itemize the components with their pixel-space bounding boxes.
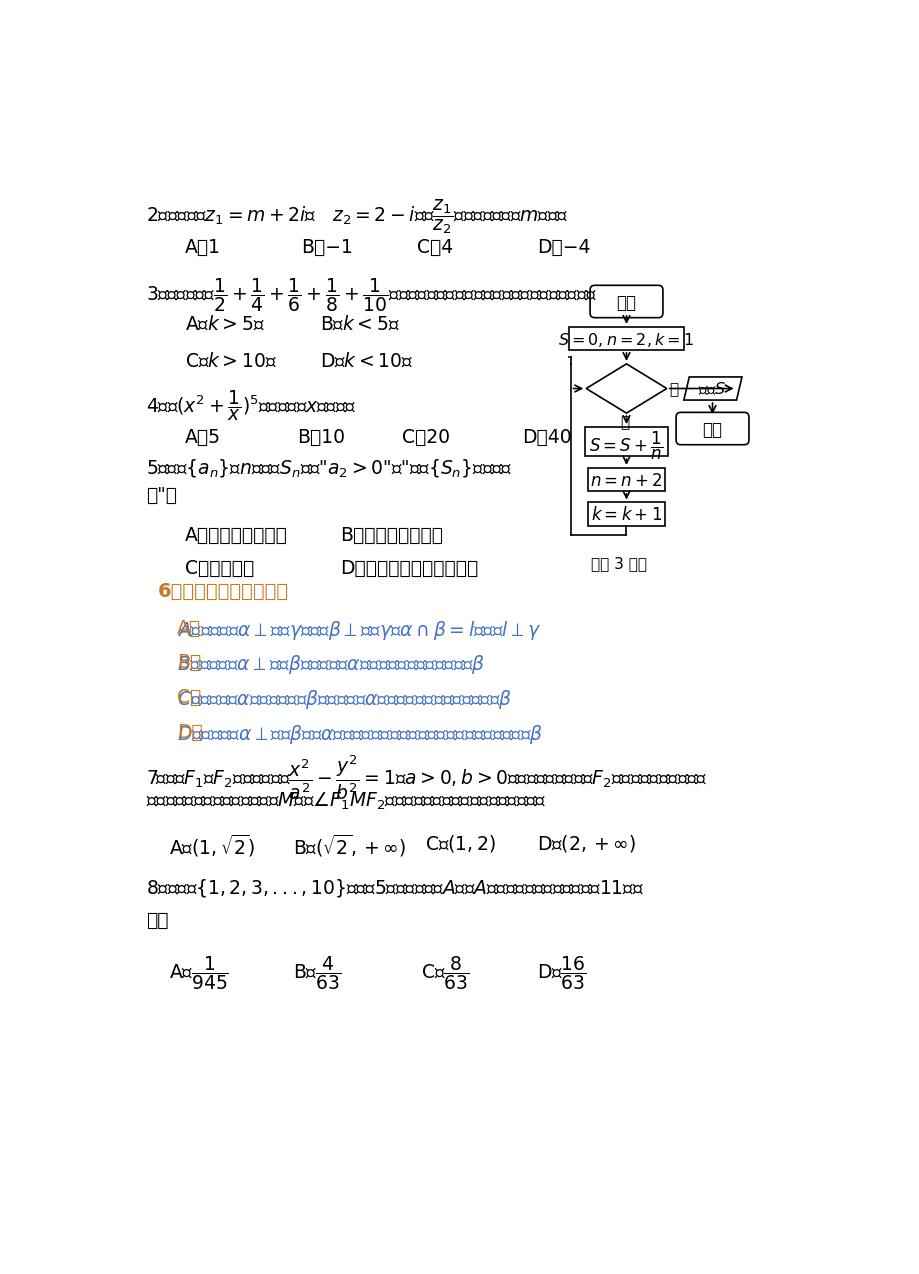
Text: C．$k>10$？: C．$k>10$？ <box>185 352 277 371</box>
Text: 是: 是 <box>668 382 677 397</box>
Text: 开始: 开始 <box>616 294 636 312</box>
Text: B．−1: B．−1 <box>301 237 353 256</box>
Text: B．10: B．10 <box>297 428 345 447</box>
Text: C．如果平面$\alpha$不垂直于平面$\beta$，那么平面$\alpha$内一定不存在直线垂直于平面$\beta$: C．如果平面$\alpha$不垂直于平面$\beta$，那么平面$\alpha$… <box>176 688 512 711</box>
FancyBboxPatch shape <box>589 285 663 317</box>
Bar <box>587 502 664 526</box>
Bar <box>587 468 664 490</box>
Text: D．$\dfrac{16}{63}$: D．$\dfrac{16}{63}$ <box>537 954 586 991</box>
Polygon shape <box>585 364 666 413</box>
Text: B．$\dfrac{4}{63}$: B．$\dfrac{4}{63}$ <box>293 954 341 991</box>
Text: 5．数列$\{a_n\}$前$n$项和为$S_n$，则"$a_2>0$"是"数列$\{S_n\}$为递增数: 5．数列$\{a_n\}$前$n$项和为$S_n$，则"$a_2>0$"是"数列… <box>146 457 512 479</box>
Text: C．$\dfrac{8}{63}$: C．$\dfrac{8}{63}$ <box>421 954 469 991</box>
Text: 列"的: 列"的 <box>146 487 176 506</box>
Text: $n = n + 2$: $n = n + 2$ <box>589 471 663 489</box>
Text: A．$(1,\sqrt{2})$: A．$(1,\sqrt{2})$ <box>169 833 255 859</box>
Text: B．$(\sqrt{2},+\infty)$: B．$(\sqrt{2},+\infty)$ <box>293 833 406 859</box>
Text: A．$\dfrac{1}{945}$: A．$\dfrac{1}{945}$ <box>169 954 229 991</box>
Text: A．充分不必要条件: A．充分不必要条件 <box>185 526 288 545</box>
Text: B．如果平面$\alpha\perp$平面$\beta$，那么平面$\alpha$内一定存在直线平行于平面$\beta$: B．如果平面$\alpha\perp$平面$\beta$，那么平面$\alpha… <box>176 654 484 676</box>
Text: 8．从集合$\{1,2,3,...,10\}$中任取5个数组成集合$A$，则$A$中任意两个元素之和不等于11的概: 8．从集合$\{1,2,3,...,10\}$中任取5个数组成集合$A$，则$A… <box>146 877 643 898</box>
Text: D．如果平面$\alpha\perp$平面$\beta$，过$\alpha$内任意一点作交线的垂线，那么此垂线必垂直于$\beta$: D．如果平面$\alpha\perp$平面$\beta$，过$\alpha$内任… <box>176 722 542 745</box>
Text: D．$(2,+\infty)$: D．$(2,+\infty)$ <box>537 833 636 854</box>
Text: C．20: C．20 <box>402 428 449 447</box>
Text: D．$k<10$？: D．$k<10$？ <box>320 352 414 371</box>
Text: C．$(1,2)$: C．$(1,2)$ <box>425 833 495 854</box>
Text: B．: B． <box>176 654 201 673</box>
Text: 平行的直线交另一条渐近线于点$M$，若$\angle F_1MF_2$为锐角，则双曲线离心率的取值范围是: 平行的直线交另一条渐近线于点$M$，若$\angle F_1MF_2$为锐角，则… <box>146 790 546 812</box>
Text: 6．下列命题中错误的是: 6．下列命题中错误的是 <box>157 582 289 601</box>
Bar <box>569 327 683 350</box>
Text: A．$k>5$？: A．$k>5$？ <box>185 315 264 334</box>
Text: $k = k + 1$: $k = k + 1$ <box>590 506 662 525</box>
Text: D．: D． <box>176 722 202 741</box>
Text: $S = S + \dfrac{1}{n}$: $S = S + \dfrac{1}{n}$ <box>588 431 663 462</box>
Text: A．1: A．1 <box>185 237 221 256</box>
Text: $S = 0, n = 2, k = 1$: $S = 0, n = 2, k = 1$ <box>558 331 694 349</box>
Text: 2．已知复数$z_1 = m + 2i$，   $z_2 = 2 - i$，若$\dfrac{z_1}{z_2}$为实数，则实数$m$的值为: 2．已知复数$z_1 = m + 2i$， $z_2 = 2 - i$，若$\d… <box>146 197 568 236</box>
FancyBboxPatch shape <box>675 413 748 445</box>
Bar <box>584 427 667 456</box>
Polygon shape <box>683 377 741 400</box>
Text: C．充要条件: C．充要条件 <box>185 559 254 577</box>
Text: C．: C． <box>176 688 201 707</box>
Text: C．4: C．4 <box>417 237 453 256</box>
Text: B．必要不充分条件: B．必要不充分条件 <box>339 526 442 545</box>
Text: 7．已知$F_1$，$F_2$分别是双曲线$\dfrac{x^2}{a^2}-\dfrac{y^2}{b^2}=1$（$a>0,b>0$）的左、右焦点，过$F_: 7．已知$F_1$，$F_2$分别是双曲线$\dfrac{x^2}{a^2}-\… <box>146 753 707 803</box>
Text: A．: A． <box>176 619 201 638</box>
Text: 结束: 结束 <box>702 420 721 438</box>
Text: D．−4: D．−4 <box>537 237 590 256</box>
Text: 率为: 率为 <box>146 911 168 930</box>
Text: 3．右图是计算$\dfrac{1}{2}+\dfrac{1}{4}+\dfrac{1}{6}+\dfrac{1}{8}+\dfrac{1}{10}$值的一个程序: 3．右图是计算$\dfrac{1}{2}+\dfrac{1}{4}+\dfrac… <box>146 276 596 313</box>
Text: D．40: D．40 <box>521 428 571 447</box>
Text: A．如果平面$\alpha\perp$平面$\gamma$，平面$\beta\perp$平面$\gamma$，$\alpha\cap\beta=l$，那么$l\: A．如果平面$\alpha\perp$平面$\gamma$，平面$\beta\p… <box>176 619 540 642</box>
Text: A．5: A．5 <box>185 428 221 447</box>
Text: 否: 否 <box>619 414 629 429</box>
Text: B．$k<5$？: B．$k<5$？ <box>320 315 400 334</box>
Text: 输出$S$: 输出$S$ <box>698 381 726 397</box>
Text: （第 3 题）: （第 3 题） <box>590 557 646 571</box>
Text: 4．在$(x^2 + \dfrac{1}{x})^5$的展开式中$x$的系数为: 4．在$(x^2 + \dfrac{1}{x})^5$的展开式中$x$的系数为 <box>146 387 356 423</box>
Text: D．既不充分也不必要条件: D．既不充分也不必要条件 <box>339 559 478 577</box>
